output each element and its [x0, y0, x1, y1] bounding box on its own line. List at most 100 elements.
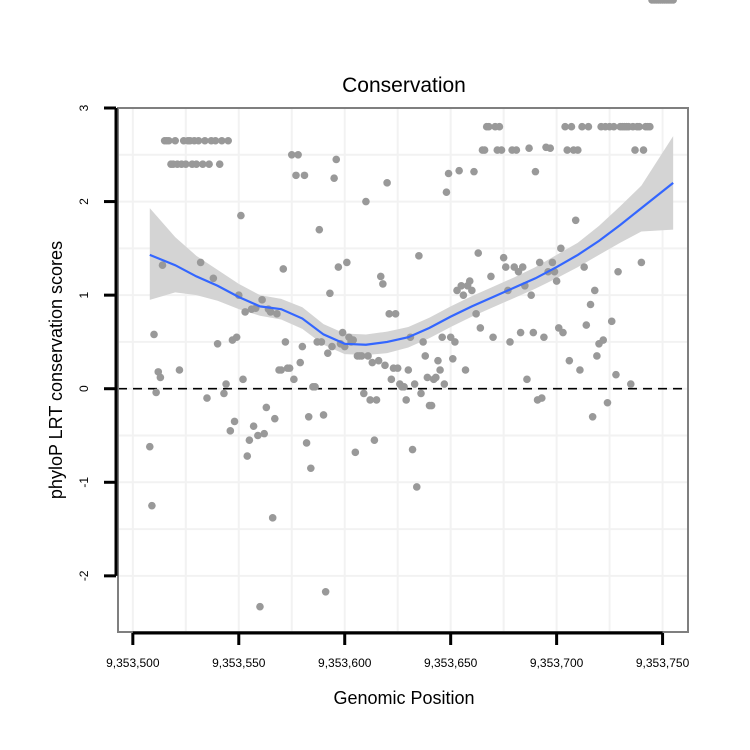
data-point: [372, 396, 381, 404]
data-point: [527, 291, 535, 299]
x-tick-label: 9,353,500: [106, 656, 160, 670]
data-point: [472, 310, 480, 318]
data-point: [614, 267, 622, 276]
data-point: [485, 122, 493, 131]
x-tick-label: 9,353,600: [318, 656, 372, 670]
y-tick-label: -1: [77, 477, 91, 488]
y-tick-label: 0: [77, 385, 91, 392]
data-point: [440, 380, 449, 388]
data-point: [444, 169, 453, 178]
data-point: [404, 366, 413, 374]
data-point: [220, 389, 228, 398]
data-point: [635, 122, 644, 131]
data-point: [637, 258, 646, 267]
data-point: [474, 249, 483, 257]
data-point: [315, 225, 324, 234]
data-point: [317, 338, 326, 346]
data-point: [580, 263, 588, 271]
data-point: [410, 380, 419, 388]
data-point: [326, 289, 334, 298]
data-point: [201, 136, 209, 145]
data-point: [501, 263, 510, 271]
data-point: [448, 354, 457, 363]
x-tick-label: 9,353,750: [636, 656, 690, 670]
data-point: [148, 501, 156, 510]
x-axis-title: Genomic Position: [333, 688, 474, 708]
data-point: [262, 403, 271, 412]
y-tick-label: 2: [77, 198, 91, 205]
data-point: [438, 333, 447, 342]
data-point: [582, 321, 591, 329]
data-point: [525, 144, 533, 153]
x-axis: 9,353,500 9,353,550 9,353,600 9,353,650 9,35…: [106, 631, 690, 670]
data-point: [626, 380, 635, 388]
y-tick-label: 1: [77, 291, 91, 298]
data-point: [224, 136, 232, 145]
data-point: [432, 373, 440, 382]
data-point: [385, 310, 394, 318]
y-tick-label: 3: [77, 104, 91, 111]
data-point: [226, 427, 235, 435]
data-point: [578, 122, 586, 131]
data-point: [362, 197, 370, 206]
data-point: [332, 155, 341, 164]
data-point: [480, 146, 489, 154]
data-point: [535, 258, 544, 267]
data-point: [497, 146, 506, 154]
data-point: [321, 587, 330, 596]
data-point: [292, 171, 300, 180]
data-point: [379, 280, 387, 288]
data-point: [571, 216, 580, 225]
data-point: [266, 308, 275, 316]
data-point: [198, 160, 207, 168]
data-point: [423, 373, 432, 382]
data-point: [470, 167, 478, 176]
data-point: [603, 398, 612, 407]
data-point: [319, 411, 328, 419]
smooth-trend-line: [149, 181, 674, 346]
data-point: [145, 442, 154, 451]
y-axis: -2 -1 0 1 2 3: [77, 104, 118, 581]
confidence-ribbon: [149, 136, 674, 356]
data-point: [391, 310, 400, 318]
data-point: [298, 342, 307, 351]
data-point: [639, 146, 648, 154]
data-point: [495, 122, 504, 131]
data-point: [563, 146, 572, 154]
data-point: [182, 160, 190, 168]
data-point: [584, 122, 593, 131]
data-point: [260, 429, 269, 438]
data-point: [218, 136, 226, 145]
data-point: [442, 188, 451, 197]
plot-panel: [118, 108, 688, 632]
data-point: [374, 356, 383, 365]
data-point: [304, 412, 313, 421]
data-point: [586, 300, 595, 309]
x-tick-label: 9,353,700: [530, 656, 584, 670]
data-point: [211, 136, 220, 145]
data-point: [256, 602, 264, 611]
y-axis-title: phyloP LRT conservation scores: [46, 241, 66, 499]
data-point: [400, 383, 408, 391]
data-point: [349, 336, 358, 344]
data-point: [152, 388, 160, 397]
data-point: [268, 514, 277, 522]
data-point: [359, 389, 368, 398]
data-point: [417, 389, 425, 398]
data-point: [205, 160, 213, 168]
data-point: [215, 160, 224, 168]
data-point: [273, 310, 281, 318]
data-point: [213, 340, 222, 348]
data-point: [203, 394, 211, 402]
data-point: [518, 263, 527, 271]
data-point: [427, 401, 436, 410]
data-point: [196, 258, 205, 267]
data-point: [294, 150, 302, 159]
data-point: [489, 333, 497, 342]
data-point: [302, 439, 311, 447]
data-point: [245, 436, 254, 444]
data-point: [311, 383, 319, 391]
data-point: [300, 171, 309, 180]
data-point: [465, 277, 474, 285]
